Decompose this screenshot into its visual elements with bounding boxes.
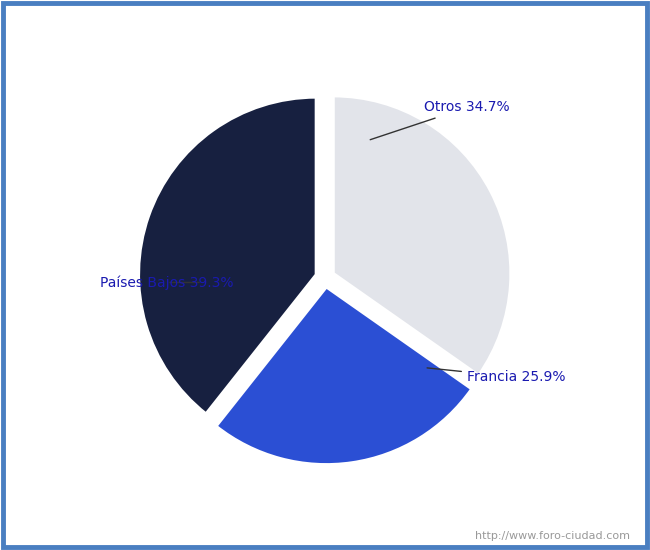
Text: Otros 34.7%: Otros 34.7% bbox=[370, 101, 510, 140]
Wedge shape bbox=[138, 97, 316, 414]
Text: Velada - Turistas extranjeros según país - Abril de 2024: Velada - Turistas extranjeros según país… bbox=[84, 12, 566, 30]
Text: Países Bajos 39.3%: Países Bajos 39.3% bbox=[100, 275, 234, 290]
Text: Francia 25.9%: Francia 25.9% bbox=[427, 368, 566, 384]
Text: http://www.foro-ciudad.com: http://www.foro-ciudad.com bbox=[476, 531, 630, 541]
Wedge shape bbox=[333, 96, 511, 375]
Wedge shape bbox=[216, 287, 472, 465]
